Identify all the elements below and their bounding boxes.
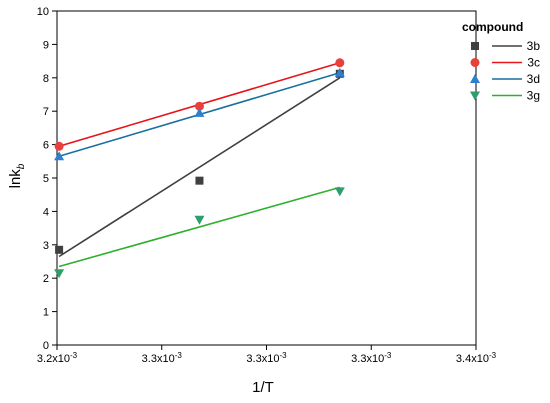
plot-area: [56, 10, 477, 346]
data-point-3c: [194, 101, 204, 111]
x-axis-title: 1/T: [252, 379, 274, 396]
legend-marker-3d: [470, 74, 480, 83]
fit-lines: [58, 62, 341, 268]
data-point-3d: [334, 67, 345, 77]
y-tick-label: 10: [37, 6, 49, 18]
x-tick-label: 3.3x10-3: [351, 351, 392, 365]
x-tick-label: 3.4x10-3: [456, 351, 497, 365]
y-tick-label: 4: [43, 206, 49, 218]
x-tick-label: 3.3x10-3: [142, 351, 183, 365]
legend-marker-3c: [470, 58, 480, 67]
fit-line-3b: [58, 77, 341, 258]
legend-label-3g: 3g: [527, 89, 540, 103]
y-tick-label: 1: [43, 307, 49, 319]
x-axis: 3.2x10-3 3.3x10-3 3.3x10-3 3.3x10-3 3.4x10-3: [37, 345, 497, 365]
data-point-3b: [55, 245, 64, 254]
y-tick-label: 9: [43, 39, 49, 51]
y-axis: 0 1 2 3 4 5 6 7 8 9 10: [37, 6, 57, 352]
legend-title: compound: [462, 20, 523, 34]
legend-label-3c: 3c: [527, 56, 540, 70]
y-tick-label: 2: [43, 273, 49, 285]
data-point-3c: [54, 141, 64, 151]
data-point-3c: [335, 58, 345, 68]
y-tick-label: 8: [43, 73, 49, 85]
x-tick-label: 3.2x10-3: [37, 351, 78, 365]
y-tick-label: 3: [43, 240, 49, 252]
y-axis-title-main: lnk: [7, 169, 24, 189]
y-tick-label: 6: [43, 140, 49, 152]
legend-label-3d: 3d: [527, 72, 540, 86]
data-point-3b: [195, 176, 204, 185]
legend-label-3b: 3b: [527, 39, 541, 53]
y-tick-label: 5: [43, 173, 49, 185]
data-point-3g: [194, 215, 205, 225]
legend-marker-3g: [470, 91, 480, 101]
fit-line-3g: [58, 186, 341, 268]
data-point-3g: [54, 269, 65, 279]
y-tick-label: 0: [43, 340, 49, 352]
y-axis-title-subscript: b: [16, 163, 27, 169]
data-point-3d: [194, 107, 205, 117]
data-point-3g: [334, 187, 345, 197]
data-point-3d: [54, 151, 65, 161]
y-tick-label: 7: [43, 106, 49, 118]
legend: compound 3b 3c 3d 3g: [462, 20, 540, 103]
data-points: [54, 58, 345, 279]
x-tick-label: 3.3x10-3: [246, 351, 287, 365]
y-axis-title: lnkb: [7, 163, 27, 188]
plot-frame: [56, 10, 477, 346]
legend-marker-3b: [471, 42, 479, 50]
